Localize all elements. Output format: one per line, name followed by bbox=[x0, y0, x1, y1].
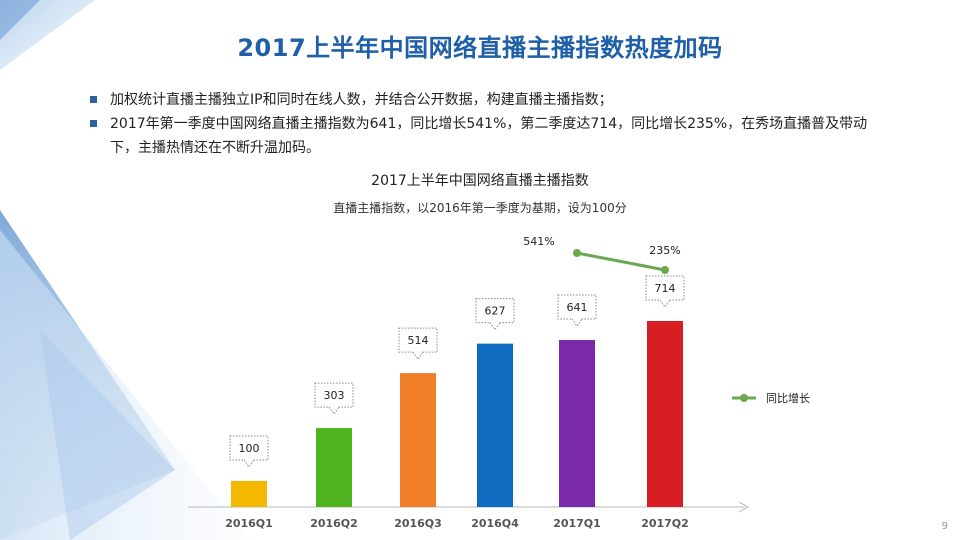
growth-label-2017Q1: 541% bbox=[523, 235, 554, 248]
page-number: 9 bbox=[941, 521, 948, 532]
bar-2017Q1 bbox=[559, 340, 595, 507]
bar-2016Q1 bbox=[231, 480, 267, 507]
x-tick-label-2016Q4: 2016Q4 bbox=[471, 517, 519, 530]
data-label-2016Q1: 100 bbox=[239, 442, 260, 455]
bullet-item: 2017年第一季度中国网络直播主播指数为641，同比增长541%，第二季度达71… bbox=[90, 112, 890, 160]
data-label-2017Q1: 641 bbox=[567, 301, 588, 314]
legend-label: 同比增长 bbox=[766, 391, 810, 405]
page-title: 2017上半年中国网络直播主播指数热度加码 bbox=[237, 34, 723, 62]
data-label-box bbox=[398, 327, 438, 353]
bar-2016Q2 bbox=[316, 428, 352, 507]
bullet-item: 加权统计直播主播独立IP和同时在线人数，并结合公开数据，构建直播主播指数； bbox=[90, 88, 890, 112]
data-label-2016Q2: 303 bbox=[324, 389, 345, 402]
data-label-pointer bbox=[660, 299, 670, 307]
chart-subtitle: 直播主播指数，以2016年第一季度为基期，设为100分 bbox=[333, 201, 627, 215]
data-label-pointer bbox=[329, 406, 339, 415]
x-tick-label-2017Q2: 2017Q2 bbox=[641, 517, 689, 530]
x-tick-label-2016Q2: 2016Q2 bbox=[310, 517, 358, 530]
chart-title: 2017上半年中国网络直播主播指数 bbox=[371, 173, 589, 189]
bar-2016Q4 bbox=[477, 343, 513, 507]
bullet-list: 加权统计直播主播独立IP和同时在线人数，并结合公开数据，构建直播主播指数； 20… bbox=[90, 88, 890, 160]
data-label-box bbox=[314, 382, 354, 408]
data-label-pointer bbox=[572, 318, 582, 327]
x-axis-arrow bbox=[738, 501, 750, 513]
growth-point-2017Q1 bbox=[573, 249, 581, 257]
growth-point-2017Q2 bbox=[661, 266, 669, 274]
bullet-text: 2017年第一季度中国网络直播主播指数为641，同比增长541%，第二季度达71… bbox=[110, 116, 868, 156]
x-tick-label-2016Q1: 2016Q1 bbox=[225, 517, 273, 530]
growth-label-2017Q2: 235% bbox=[649, 244, 680, 257]
bar-2017Q2 bbox=[647, 321, 683, 507]
data-label-pointer bbox=[490, 322, 500, 330]
x-tick-label-2017Q1: 2017Q1 bbox=[553, 517, 601, 530]
square-bullet-icon bbox=[90, 120, 97, 127]
data-label-pointer bbox=[413, 351, 423, 360]
data-label-2016Q4: 627 bbox=[485, 305, 506, 318]
bar-2016Q3 bbox=[400, 373, 436, 507]
square-bullet-icon bbox=[90, 96, 97, 103]
data-label-2016Q3: 514 bbox=[408, 334, 429, 347]
x-tick-label-2016Q3: 2016Q3 bbox=[394, 517, 442, 530]
data-label-box bbox=[557, 294, 597, 320]
legend-marker-icon bbox=[740, 394, 748, 402]
data-label-pointer bbox=[244, 459, 254, 467]
growth-series-line bbox=[576, 251, 666, 272]
data-label-2017Q2: 714 bbox=[655, 282, 676, 295]
bullet-text: 加权统计直播主播独立IP和同时在线人数，并结合公开数据，构建直播主播指数； bbox=[110, 92, 613, 108]
